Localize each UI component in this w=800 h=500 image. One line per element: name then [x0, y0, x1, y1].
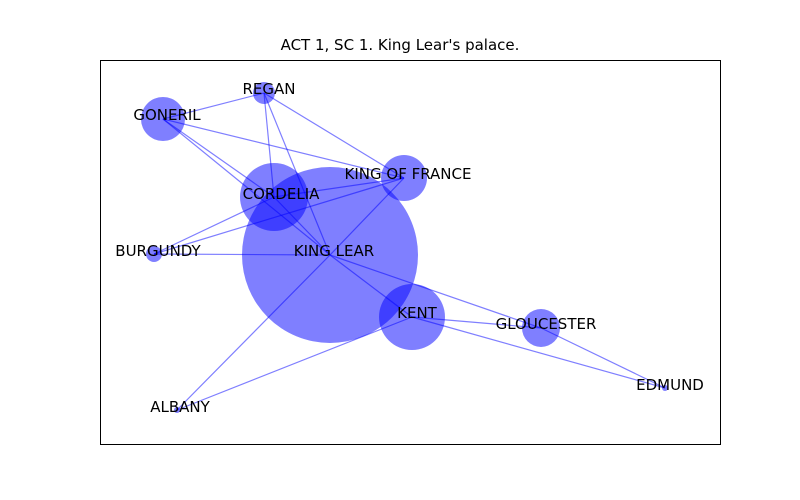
node-label-burgundy: BURGUNDY [115, 242, 201, 260]
node-label-edmund: EDMUND [636, 376, 704, 394]
node-goneril [141, 97, 185, 141]
node-cordelia [240, 163, 308, 231]
edge-gloucester-edmund [540, 327, 666, 389]
plot-frame [100, 60, 721, 445]
chart-title: ACT 1, SC 1. King Lear's palace. [280, 36, 520, 54]
node-albany [174, 407, 180, 413]
edge-goneril-king-of-france [162, 118, 405, 179]
node-label-albany: ALBANY [150, 398, 210, 416]
node-edmund [662, 385, 668, 391]
node-kent [379, 284, 445, 350]
node-label-regan: REGAN [242, 80, 295, 98]
node-label-gloucester: GLOUCESTER [496, 315, 597, 333]
node-label-cordelia: CORDELIA [243, 185, 321, 203]
labels-layer: KING LEAR CORDELIA KENT KING OF FRANCE GONER… [115, 80, 704, 416]
node-label-goneril: GONERIL [133, 106, 201, 124]
edge-kent-albany [176, 316, 413, 411]
node-regan [253, 82, 275, 104]
nodes-layer [141, 82, 668, 413]
node-gloucester [522, 309, 560, 347]
node-king-of-france [381, 155, 427, 201]
node-label-king-lear: KING LEAR [294, 242, 374, 260]
node-burgundy [146, 246, 162, 262]
edge-kent-edmund [411, 316, 666, 389]
node-label-kent: KENT [397, 304, 438, 322]
edge-regan-king-of-france [263, 92, 405, 179]
node-label-king-of-france: KING OF FRANCE [345, 165, 472, 183]
